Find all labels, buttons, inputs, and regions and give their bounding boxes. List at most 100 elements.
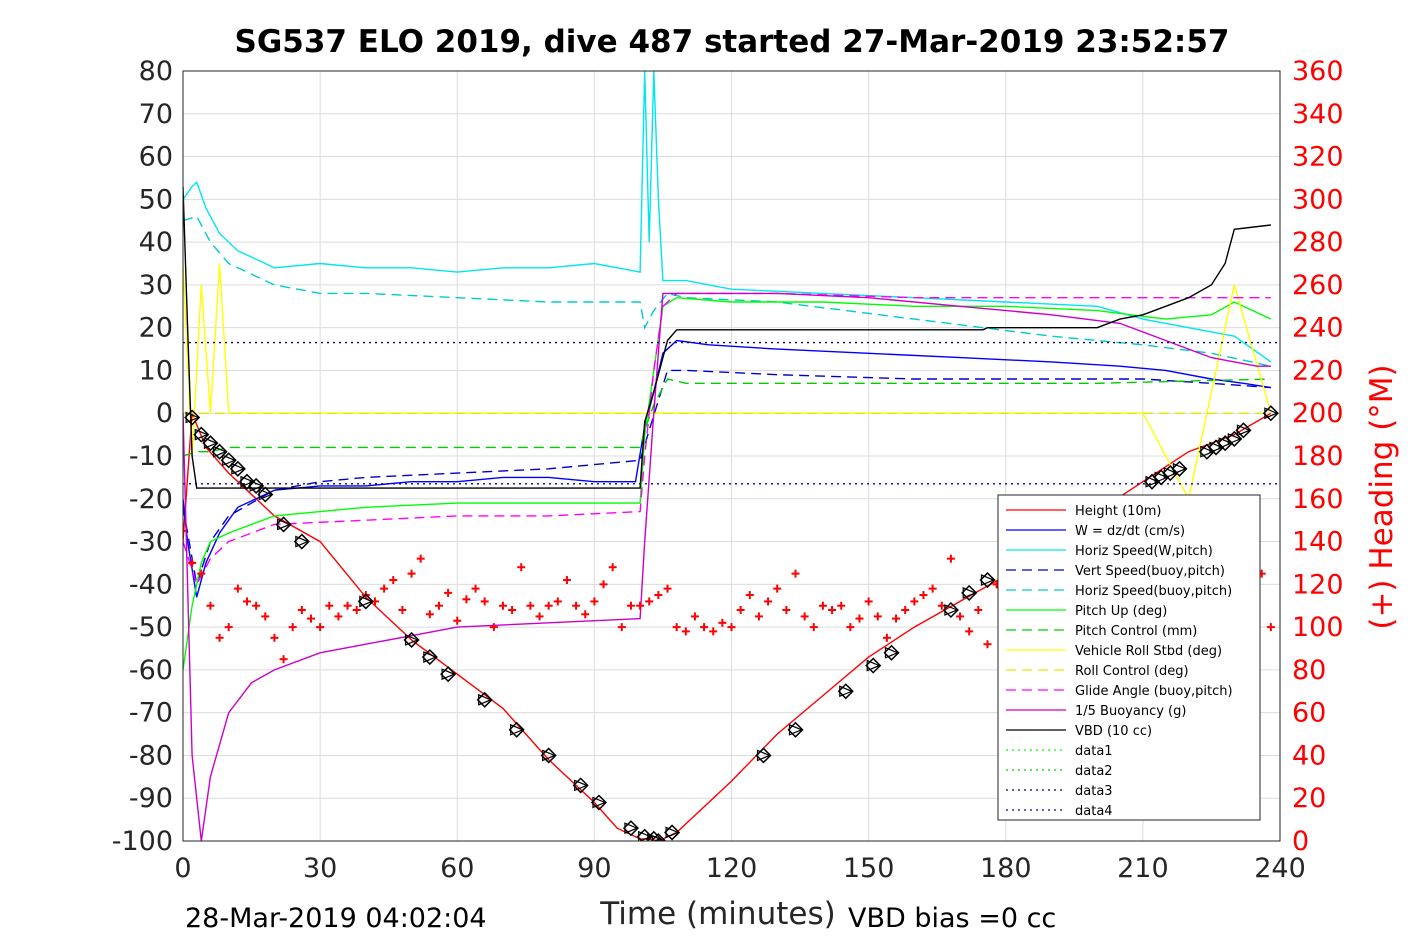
series-line-vbd xyxy=(183,186,1271,489)
heading-point xyxy=(946,554,955,563)
heading-point xyxy=(325,601,334,610)
y-tick-label: 0 xyxy=(156,398,173,429)
right-tick-label: 140 xyxy=(1292,527,1344,558)
heading-point xyxy=(197,569,206,578)
legend-label-roll_ctl: Roll Control (deg) xyxy=(1075,664,1189,679)
heading-point xyxy=(809,623,818,632)
heading-point xyxy=(965,627,974,636)
heading-point xyxy=(434,601,443,610)
heading-point xyxy=(352,606,361,614)
depth-marker xyxy=(229,460,246,477)
y-tick-label: 50 xyxy=(139,184,173,215)
heading-point xyxy=(974,606,983,614)
legend: Height (10m) W = dz/dt (cm/s) Horiz Speed(… xyxy=(997,494,1261,821)
series-line-buoyancy xyxy=(183,292,1271,841)
x-tick-label: 150 xyxy=(843,853,895,884)
plot-frame xyxy=(182,70,1281,842)
heading-point xyxy=(681,627,690,636)
heading-point xyxy=(718,618,727,627)
legend-label-data4: data4 xyxy=(1075,804,1113,819)
legend-label-buoyancy: 1/5 Buoyancy (g) xyxy=(1075,704,1186,719)
legend-label-roll: Vehicle Roll Stbd (deg) xyxy=(1075,644,1222,659)
y-tick-label: 30 xyxy=(139,270,173,301)
legend-box xyxy=(997,494,1261,821)
heading-point xyxy=(562,576,571,585)
right-tick-label: 20 xyxy=(1292,783,1326,814)
y-tick-label: -50 xyxy=(129,612,173,643)
heading-point xyxy=(306,614,315,623)
heading-point xyxy=(544,601,553,610)
heading-point xyxy=(188,558,197,567)
legend-label-pitch_ctl: Pitch Control (mm) xyxy=(1075,624,1197,639)
x-tick-label: 210 xyxy=(1117,853,1169,884)
y-tick-label: -100 xyxy=(112,826,173,857)
heading-point xyxy=(572,601,581,610)
series-line-horiz xyxy=(183,71,1272,363)
heading-point xyxy=(764,597,773,606)
depth-marker xyxy=(961,584,978,601)
heading-point xyxy=(380,584,389,593)
y-tick-label: 80 xyxy=(139,56,173,87)
heading-point xyxy=(928,584,937,593)
right-tick-label: 200 xyxy=(1292,398,1344,429)
y-tick-label: -30 xyxy=(129,527,173,558)
series-line-pitch xyxy=(183,296,1272,670)
heading-point xyxy=(526,601,535,610)
y-tick-label: -60 xyxy=(129,655,173,686)
heading-point xyxy=(654,591,663,600)
heading-point xyxy=(498,601,507,610)
heading-point xyxy=(892,614,901,623)
heading-point xyxy=(261,612,270,621)
heading-point xyxy=(553,597,562,606)
heading-point xyxy=(873,612,882,621)
right-tick-label: 280 xyxy=(1292,227,1344,258)
y-tick-label: -40 xyxy=(129,569,173,600)
heading-point xyxy=(453,616,462,625)
depth-marker xyxy=(942,601,959,619)
heading-point xyxy=(489,623,498,632)
heading-point xyxy=(608,563,617,572)
heading-point xyxy=(754,612,763,621)
right-tick-label: 240 xyxy=(1292,313,1344,344)
heading-point xyxy=(956,612,965,621)
depth-marker xyxy=(787,721,804,738)
depth-marker xyxy=(622,820,640,837)
x-tick-label: 30 xyxy=(303,853,337,884)
heading-point xyxy=(389,576,398,585)
y-tick-label: 40 xyxy=(139,227,173,258)
depth-marker xyxy=(421,648,438,666)
depth-marker xyxy=(1226,430,1243,447)
heading-point xyxy=(617,623,626,632)
heading-point xyxy=(444,588,453,597)
vbd-bias-label: VBD bias =0 cc xyxy=(848,903,1056,934)
y-tick-label: -10 xyxy=(129,441,173,472)
depth-marker xyxy=(184,409,201,426)
heading-point xyxy=(882,633,891,642)
depth-marker xyxy=(1262,405,1279,422)
right-tick-label: 100 xyxy=(1292,612,1344,643)
depth-marker xyxy=(590,794,608,811)
depth-marker xyxy=(211,443,228,460)
heading-point xyxy=(910,597,919,606)
depth-marker xyxy=(440,666,457,683)
heading-point xyxy=(645,597,654,606)
heading-point xyxy=(672,623,681,632)
heading-point xyxy=(773,584,782,593)
heading-point xyxy=(727,623,736,632)
heading-point xyxy=(837,601,846,610)
depth-marker xyxy=(202,435,219,452)
x-tick-label: 90 xyxy=(577,853,611,884)
right-tick-label: 60 xyxy=(1292,698,1326,729)
heading-point xyxy=(517,563,526,572)
depth-marker xyxy=(1235,422,1252,439)
heading-point xyxy=(407,569,416,578)
heading-point xyxy=(919,591,928,600)
y-tick-label: -90 xyxy=(129,783,173,814)
heading-point xyxy=(279,655,288,664)
legend-label-glide: Glide Angle (buoy,pitch) xyxy=(1075,684,1233,699)
legend-label-data3: data3 xyxy=(1075,784,1113,799)
heading-point xyxy=(471,584,480,593)
heading-point xyxy=(252,601,261,610)
heading-point xyxy=(508,606,517,614)
right-tick-label: 0 xyxy=(1292,826,1309,857)
